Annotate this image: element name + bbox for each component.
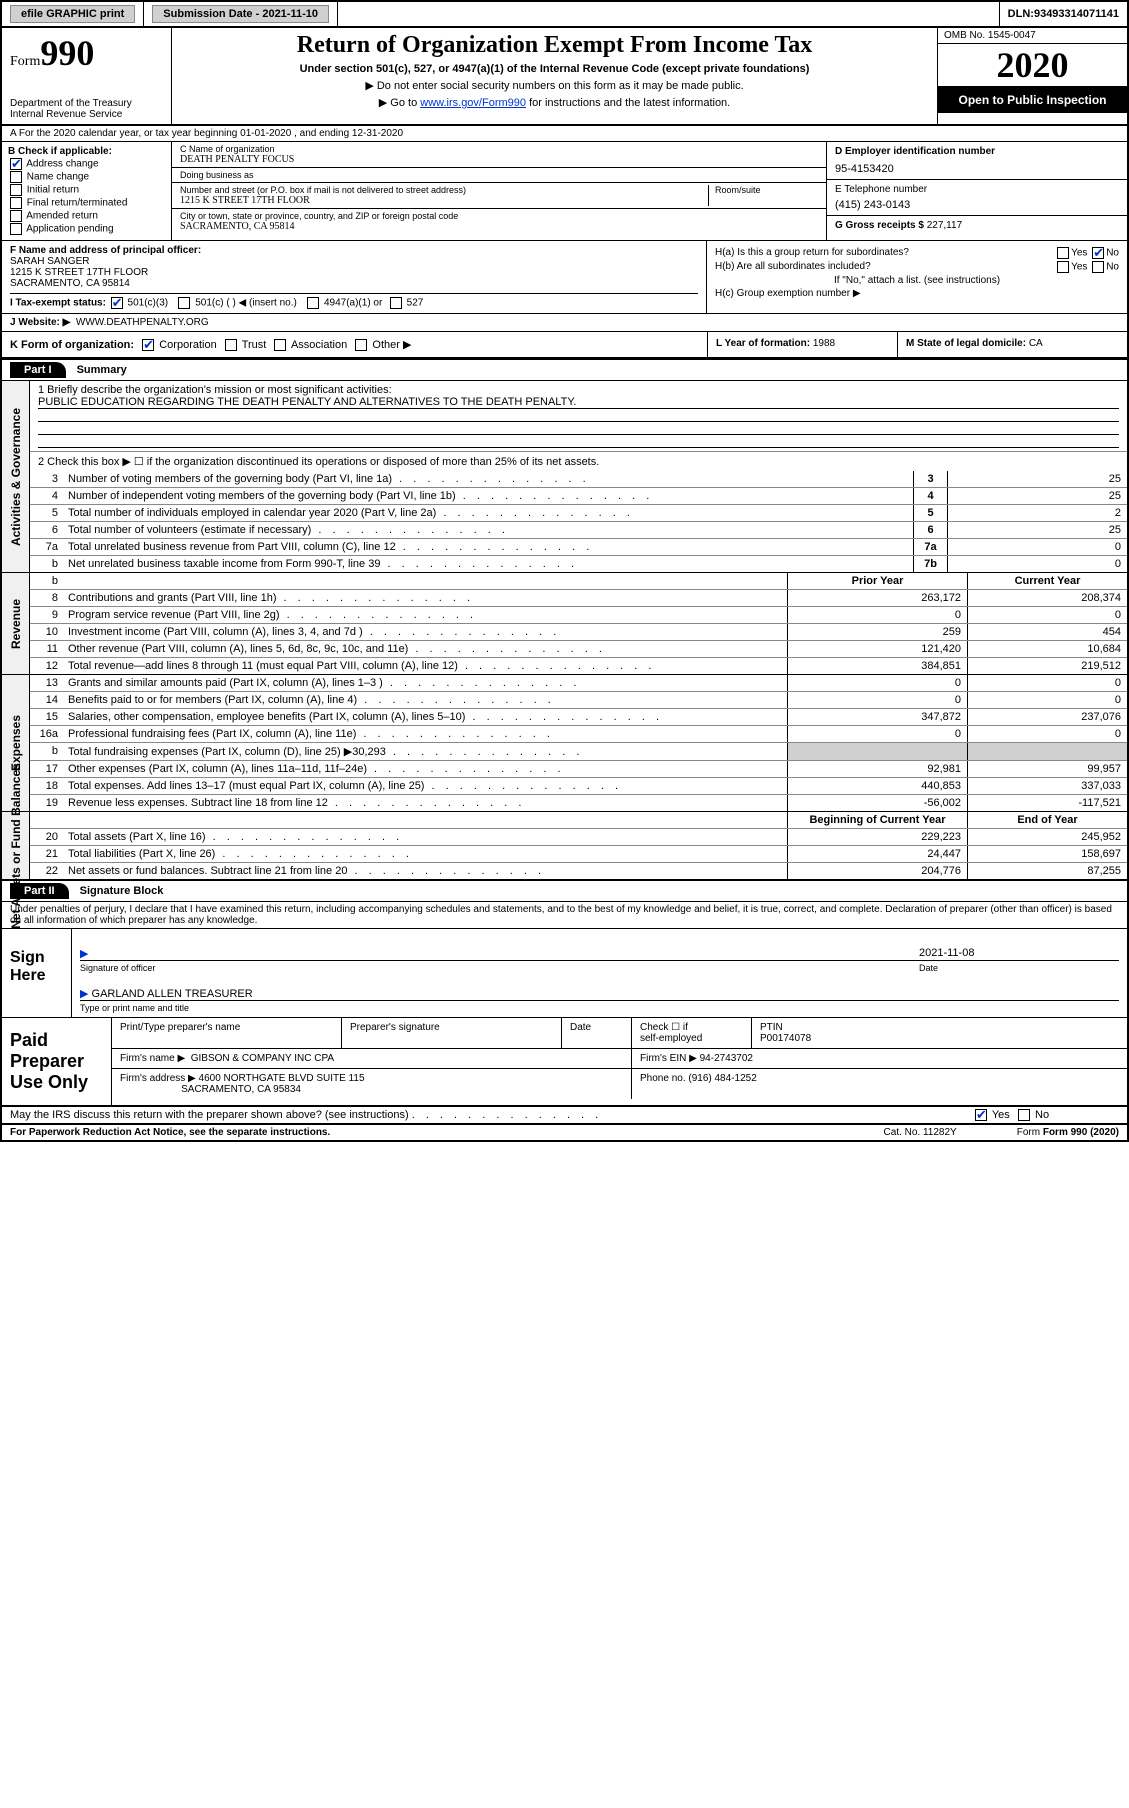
officer-name: GARLAND ALLEN TREASURER [92, 988, 253, 1000]
line-18: 18Total expenses. Add lines 13–17 (must … [30, 778, 1127, 795]
goto-link-line: ▶ Go to www.irs.gov/Form990 for instruct… [182, 96, 927, 109]
summary-line-6: 6Total number of volunteers (estimate if… [30, 522, 1127, 539]
line-9: 9Program service revenue (Part VIII, lin… [30, 607, 1127, 624]
line-17: 17Other expenses (Part IX, column (A), l… [30, 761, 1127, 778]
col-b-checkboxes: B Check if applicable: Address change Na… [2, 142, 172, 240]
firm-addr2: SACRAMENTO, CA 95834 [181, 1084, 301, 1095]
cb-hb-no[interactable] [1092, 261, 1104, 273]
efile-button[interactable]: efile GRAPHIC print [10, 5, 135, 23]
cb-501c3[interactable] [111, 297, 123, 309]
street-address: 1215 K STREET 17TH FLOOR [180, 195, 708, 206]
org-name: DEATH PENALTY FOCUS [180, 154, 818, 165]
firm-name: GIBSON & COMPANY INC CPA [191, 1053, 334, 1064]
cb-ha-no[interactable] [1092, 247, 1104, 259]
ptin: P00174078 [760, 1033, 811, 1044]
summary-line-7a: 7aTotal unrelated business revenue from … [30, 539, 1127, 556]
cb-address-change[interactable]: Address change [8, 158, 165, 170]
form-subtitle: Under section 501(c), 527, or 4947(a)(1)… [182, 63, 927, 75]
section-expenses: Expenses 13Grants and similar amounts pa… [2, 675, 1127, 812]
firm-phone: (916) 484-1252 [688, 1073, 756, 1084]
line-10: 10Investment income (Part VIII, column (… [30, 624, 1127, 641]
cb-501c[interactable] [178, 297, 190, 309]
state-domicile: CA [1029, 338, 1043, 349]
part2-header: Part II Signature Block [2, 880, 1127, 902]
summary-line-5: 5Total number of individuals employed in… [30, 505, 1127, 522]
line-20: 20Total assets (Part X, line 16)229,2232… [30, 829, 1127, 846]
ein: 95-4153420 [835, 163, 1119, 175]
gross-receipts: 227,117 [927, 220, 962, 231]
principal-officer: F Name and address of principal officer:… [2, 241, 707, 313]
row-j-website: J Website: ▶ WWW.DEATHPENALTY.ORG [2, 314, 1127, 332]
firm-addr1: 4600 NORTHGATE BLVD SUITE 115 [199, 1073, 365, 1084]
row-a-tax-year: A For the 2020 calendar year, or tax yea… [2, 126, 1127, 142]
summary-line-7b: bNet unrelated business taxable income f… [30, 556, 1127, 572]
form-number: Form990 [10, 32, 163, 74]
row-k: K Form of organization: Corporation Trus… [2, 332, 1127, 359]
sig-date: 2021-11-08 [919, 947, 1119, 960]
subdate-button[interactable]: Submission Date - 2021-11-10 [152, 5, 329, 23]
cb-corporation[interactable] [142, 339, 154, 351]
cb-amended-return[interactable]: Amended return [8, 210, 165, 222]
cb-ha-yes[interactable] [1057, 247, 1069, 259]
submission-date: Submission Date - 2021-11-10 [144, 2, 338, 26]
page-footer: For Paperwork Reduction Act Notice, see … [2, 1125, 1127, 1140]
cb-527[interactable] [390, 297, 402, 309]
telephone: (415) 243-0143 [835, 199, 1119, 211]
tax-year: 2020 [938, 44, 1127, 87]
line-19: 19Revenue less expenses. Subtract line 1… [30, 795, 1127, 811]
cb-association[interactable] [274, 339, 286, 351]
line-11: 11Other revenue (Part VIII, column (A), … [30, 641, 1127, 658]
line-14: 14Benefits paid to or for members (Part … [30, 692, 1127, 709]
cb-4947[interactable] [307, 297, 319, 309]
year-formation: 1988 [813, 338, 835, 349]
perjury-declaration: Under penalties of perjury, I declare th… [2, 902, 1127, 929]
form-990-page: efile GRAPHIC print Submission Date - 20… [0, 0, 1129, 1142]
line-12: 12Total revenue—add lines 8 through 11 (… [30, 658, 1127, 674]
efile-label: efile GRAPHIC print [2, 2, 144, 26]
line-13: 13Grants and similar amounts paid (Part … [30, 675, 1127, 692]
dln: DLN: 93493314071141 [999, 2, 1127, 26]
cb-irs-yes[interactable] [975, 1109, 987, 1121]
cb-trust[interactable] [225, 339, 237, 351]
section-netassets: Net Assets or Fund Balances Beginning of… [2, 812, 1127, 880]
city-state-zip: SACRAMENTO, CA 95814 [180, 221, 818, 232]
cb-final-return[interactable]: Final return/terminated [8, 197, 165, 209]
line-8: 8Contributions and grants (Part VIII, li… [30, 590, 1127, 607]
cb-other[interactable] [355, 339, 367, 351]
ssn-notice: ▶ Do not enter social security numbers o… [182, 79, 927, 92]
line-16a: 16aProfessional fundraising fees (Part I… [30, 726, 1127, 743]
line-21: 21Total liabilities (Part X, line 26)24,… [30, 846, 1127, 863]
top-bar: efile GRAPHIC print Submission Date - 20… [2, 2, 1127, 28]
paid-preparer-block: Paid Preparer Use Only Print/Type prepar… [2, 1018, 1127, 1107]
line-b: bTotal fundraising expenses (Part IX, co… [30, 743, 1127, 761]
block-f-h: F Name and address of principal officer:… [2, 241, 1127, 314]
sign-here-block: Sign Here ▶2021-11-08 Signature of offic… [2, 929, 1127, 1018]
cb-hb-yes[interactable] [1057, 261, 1069, 273]
col-h: H(a) Is this a group return for subordin… [707, 241, 1127, 313]
dept-treasury: Department of the Treasury Internal Reve… [10, 98, 163, 120]
line-15: 15Salaries, other compensation, employee… [30, 709, 1127, 726]
col-d-e-g: D Employer identification number95-41534… [827, 142, 1127, 240]
form-header: Form990 Department of the Treasury Inter… [2, 28, 1127, 126]
omb-number: OMB No. 1545-0047 [938, 28, 1127, 44]
public-inspection: Open to Public Inspection [938, 87, 1127, 113]
cb-irs-no[interactable] [1018, 1109, 1030, 1121]
part1-header: Part I Summary [2, 359, 1127, 381]
cb-application-pending[interactable]: Application pending [8, 223, 165, 235]
line-22: 22Net assets or fund balances. Subtract … [30, 863, 1127, 879]
form-title: Return of Organization Exempt From Incom… [182, 32, 927, 59]
firm-ein: 94-2743702 [700, 1053, 753, 1064]
block-b-c-d: B Check if applicable: Address change Na… [2, 142, 1127, 241]
summary-line-3: 3Number of voting members of the governi… [30, 471, 1127, 488]
summary-line-4: 4Number of independent voting members of… [30, 488, 1127, 505]
cb-initial-return[interactable]: Initial return [8, 184, 165, 196]
section-revenue: Revenue bPrior YearCurrent Year 8Contrib… [2, 573, 1127, 675]
website: WWW.DEATHPENALTY.ORG [76, 317, 209, 328]
col-c-org-info: C Name of organizationDEATH PENALTY FOCU… [172, 142, 827, 240]
section-governance: Activities & Governance 1 Briefly descri… [2, 381, 1127, 573]
mission-statement: PUBLIC EDUCATION REGARDING THE DEATH PEN… [38, 396, 1119, 409]
irs-link[interactable]: www.irs.gov/Form990 [420, 97, 526, 109]
cb-name-change[interactable]: Name change [8, 171, 165, 183]
